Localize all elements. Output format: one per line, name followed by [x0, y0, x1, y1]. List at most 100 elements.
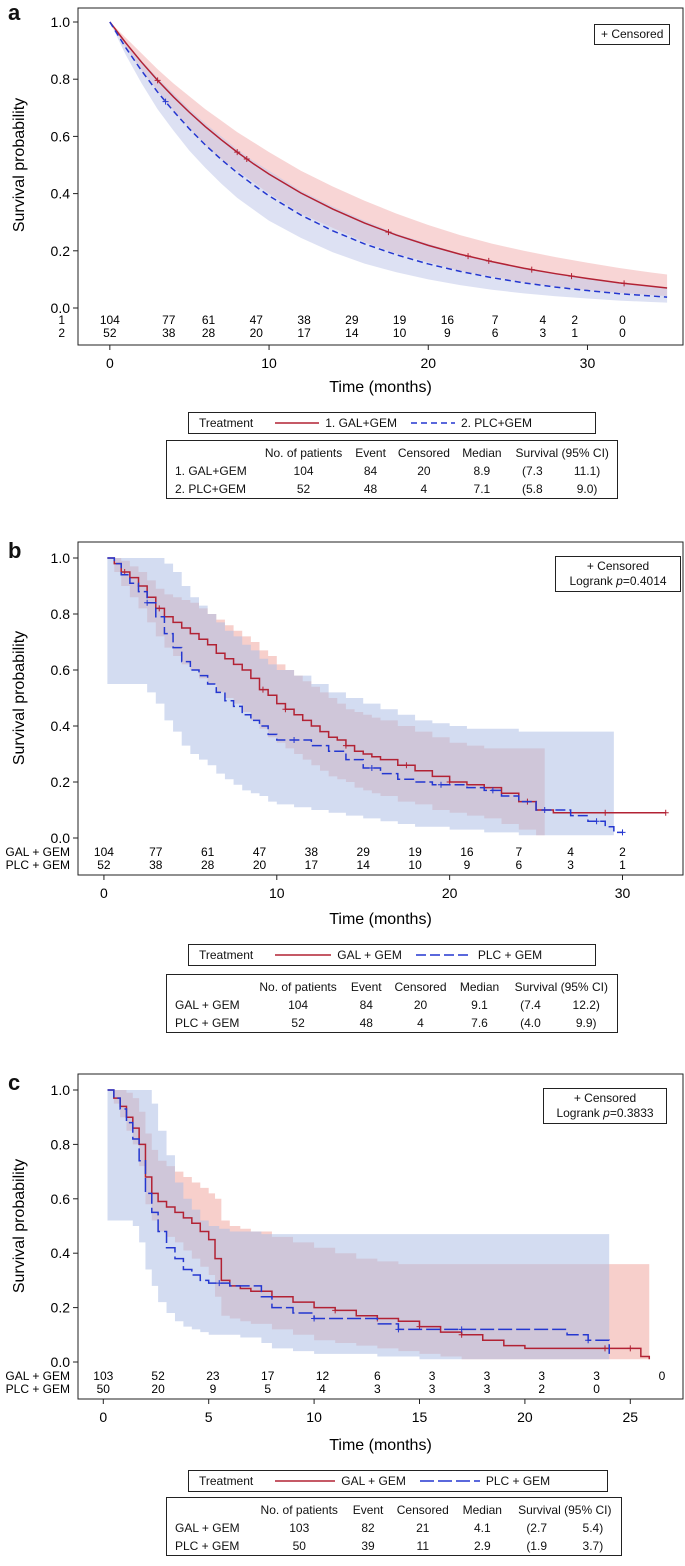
stats-header: No. of patients — [259, 980, 337, 994]
x-tick-label: 20 — [420, 355, 436, 371]
censor-mark — [621, 280, 628, 287]
stats-cell-ci-hi: 12.2) — [572, 998, 600, 1012]
censor-mark — [156, 605, 163, 612]
y-tick-label: 0.2 — [51, 243, 71, 259]
risk-count: 19 — [408, 845, 422, 859]
legend-line-plc — [415, 954, 472, 956]
treatment-legend: Treatment GAL + GEM PLC + GEM — [188, 1470, 608, 1492]
stats-cell-median: 9.1 — [471, 998, 488, 1012]
risk-count: 28 — [201, 858, 215, 872]
ci-band-plc — [109, 22, 668, 303]
y-tick-label: 0.2 — [51, 1300, 71, 1316]
risk-count: 2 — [619, 845, 626, 859]
legend-label-gal: GAL + GEM — [341, 1474, 406, 1488]
risk-count: 16 — [460, 845, 474, 859]
risk-count: 47 — [253, 845, 267, 859]
censor-mark — [395, 1326, 402, 1333]
risk-count: 104 — [94, 845, 114, 859]
stats-header: Survival (95% CI) — [515, 446, 609, 460]
panel-letter: c — [8, 1070, 21, 1095]
censor-mark — [403, 762, 410, 769]
plot-frame — [77, 1073, 684, 1400]
risk-count: 3 — [538, 1369, 545, 1383]
legend-line-gal — [275, 954, 332, 956]
plot-frame — [77, 541, 684, 876]
stats-table: No. of patients Event Censored Median Surviv… — [167, 1498, 621, 1555]
risk-count: 12 — [316, 1369, 330, 1383]
logrank-label: Logrank — [569, 574, 617, 588]
x-tick-label: 0 — [106, 355, 114, 371]
stats-cell-ci-hi: 9.9) — [575, 1016, 597, 1030]
censor-mark — [602, 809, 609, 816]
censor-mark — [485, 257, 492, 264]
risk-count: 3 — [593, 1369, 600, 1383]
panel-a: a 0.0 0.2 0.4 0.6 0.8 1.0 0 10 20 30 Time (months)… — [0, 0, 685, 520]
risk-count: 0 — [593, 1382, 600, 1396]
stats-cell-ci-lo: (7.3 — [521, 464, 543, 478]
stats-cell-ci-lo: (1.9 — [526, 1539, 547, 1553]
legend-title: Treatment — [199, 948, 254, 962]
stats-cell-event: 48 — [359, 1016, 373, 1030]
risk-count: 2 — [538, 1382, 545, 1396]
y-tick-label: 0.6 — [51, 1191, 71, 1207]
censor-mark — [259, 686, 266, 693]
risk-count: 4 — [567, 845, 574, 859]
censor-mark — [619, 829, 626, 836]
stats-cell-censored: 4 — [420, 482, 428, 496]
y-tick-label: 1.0 — [51, 1082, 71, 1098]
censor-mark — [216, 1280, 223, 1287]
y-tick-label: 0.8 — [51, 1136, 71, 1152]
stats-cell-median: 7.1 — [473, 482, 491, 496]
stats-cell-event: 84 — [363, 464, 378, 478]
stats-cell-censored: 20 — [417, 464, 431, 478]
stats-cell-median: 7.6 — [471, 1016, 488, 1030]
censored-note: + Censored — [601, 27, 664, 41]
risk-count: 28 — [202, 326, 216, 340]
stats-cell-median: 2.9 — [473, 1539, 491, 1553]
risk-count: 3 — [484, 1382, 491, 1396]
stats-cell-label: GAL + GEM — [175, 998, 240, 1012]
survival-line-gal — [109, 21, 668, 289]
stats-cell-median: 8.9 — [473, 464, 491, 478]
legend-entry-plc: 2. PLC+GEM — [410, 416, 532, 430]
y-tick-label: 0.8 — [51, 606, 71, 622]
risk-count: 10 — [408, 858, 422, 872]
legend-entry-gal: 1. GAL+GEM — [275, 416, 397, 430]
legend-label-gal: 1. GAL+GEM — [325, 416, 397, 430]
stats-cell-n: 52 — [296, 482, 311, 496]
risk-count: 3 — [429, 1369, 436, 1383]
risk-count: 52 — [151, 1369, 165, 1383]
x-tick-label: 20 — [517, 1409, 533, 1425]
stats-cell-n: 104 — [293, 464, 314, 478]
risk-count: 20 — [250, 326, 264, 340]
ci-band-plc — [107, 558, 623, 836]
risk-count: 17 — [305, 858, 319, 872]
censor-mark — [144, 599, 151, 606]
censor-mark — [458, 1326, 465, 1333]
stats-table-b: No. of patients Event Censored Median Surviv… — [166, 974, 618, 1033]
plot-area — [109, 21, 668, 303]
risk-count: 3 — [540, 326, 547, 340]
y-tick-label: 0.4 — [51, 1245, 71, 1261]
risk-row-label: PLC + GEM — [6, 1382, 70, 1396]
risk-count: 77 — [149, 845, 163, 859]
survival-line-plc — [107, 1089, 610, 1354]
risk-count: 52 — [97, 858, 111, 872]
plot-area — [107, 557, 669, 836]
stats-row: 1. GAL+GEM 104 84 20 8.9 (7.3 11.1) — [167, 462, 617, 480]
stats-cell-ci-lo: (5.8 — [521, 482, 543, 496]
risk-count: 1 — [619, 858, 626, 872]
stats-cell-ci-hi: 3.7) — [582, 1539, 604, 1553]
stats-cell-n: 52 — [291, 1016, 305, 1030]
stats-cell-n: 103 — [289, 1521, 310, 1535]
censored-legend: + Censored Logrank p=0.3833 — [543, 1088, 667, 1124]
censored-note: + Censored — [586, 559, 650, 573]
y-tick-label: 0.8 — [51, 71, 71, 87]
logrank-label: Logrank — [556, 1106, 604, 1120]
risk-count: 52 — [103, 326, 117, 340]
x-tick-label: 0 — [100, 885, 108, 901]
panel-letter: a — [8, 0, 21, 25]
stats-cell-label: GAL + GEM — [175, 1521, 240, 1535]
risk-count: 38 — [305, 845, 319, 859]
